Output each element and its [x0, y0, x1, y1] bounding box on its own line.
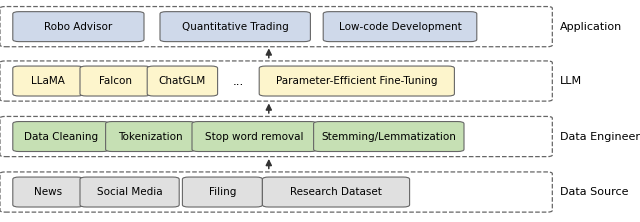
Text: Research Dataset: Research Dataset: [290, 187, 382, 197]
Text: Tokenization: Tokenization: [118, 131, 182, 142]
Text: ...: ...: [233, 75, 244, 87]
FancyBboxPatch shape: [13, 12, 144, 42]
FancyBboxPatch shape: [80, 66, 150, 96]
FancyBboxPatch shape: [147, 66, 218, 96]
FancyBboxPatch shape: [13, 177, 83, 207]
Text: Falcon: Falcon: [99, 76, 132, 86]
FancyBboxPatch shape: [106, 122, 195, 151]
FancyBboxPatch shape: [323, 12, 477, 42]
Text: Low-code Development: Low-code Development: [339, 22, 461, 32]
FancyBboxPatch shape: [0, 172, 552, 212]
Text: Social Media: Social Media: [97, 187, 163, 197]
Text: LLM: LLM: [560, 76, 582, 86]
FancyBboxPatch shape: [0, 117, 552, 157]
FancyBboxPatch shape: [259, 66, 454, 96]
FancyBboxPatch shape: [192, 122, 317, 151]
Text: ChatGLM: ChatGLM: [159, 76, 206, 86]
Text: Stop word removal: Stop word removal: [205, 131, 303, 142]
Text: Parameter-Efficient Fine-Tuning: Parameter-Efficient Fine-Tuning: [276, 76, 438, 86]
FancyBboxPatch shape: [182, 177, 262, 207]
FancyBboxPatch shape: [262, 177, 410, 207]
FancyBboxPatch shape: [80, 177, 179, 207]
Text: Quantitative Trading: Quantitative Trading: [182, 22, 289, 32]
FancyBboxPatch shape: [160, 12, 310, 42]
Text: Application: Application: [560, 22, 622, 32]
Text: Robo Advisor: Robo Advisor: [44, 22, 113, 32]
Text: News: News: [34, 187, 62, 197]
Text: LLaMA: LLaMA: [31, 76, 65, 86]
FancyBboxPatch shape: [13, 122, 109, 151]
FancyBboxPatch shape: [13, 66, 83, 96]
FancyBboxPatch shape: [314, 122, 464, 151]
Text: Data Cleaning: Data Cleaning: [24, 131, 98, 142]
FancyBboxPatch shape: [0, 7, 552, 47]
Text: Data Engineering: Data Engineering: [560, 131, 640, 142]
Text: Data Source: Data Source: [560, 187, 628, 197]
FancyBboxPatch shape: [0, 61, 552, 101]
Text: Filing: Filing: [209, 187, 236, 197]
Text: Stemming/Lemmatization: Stemming/Lemmatization: [321, 131, 456, 142]
